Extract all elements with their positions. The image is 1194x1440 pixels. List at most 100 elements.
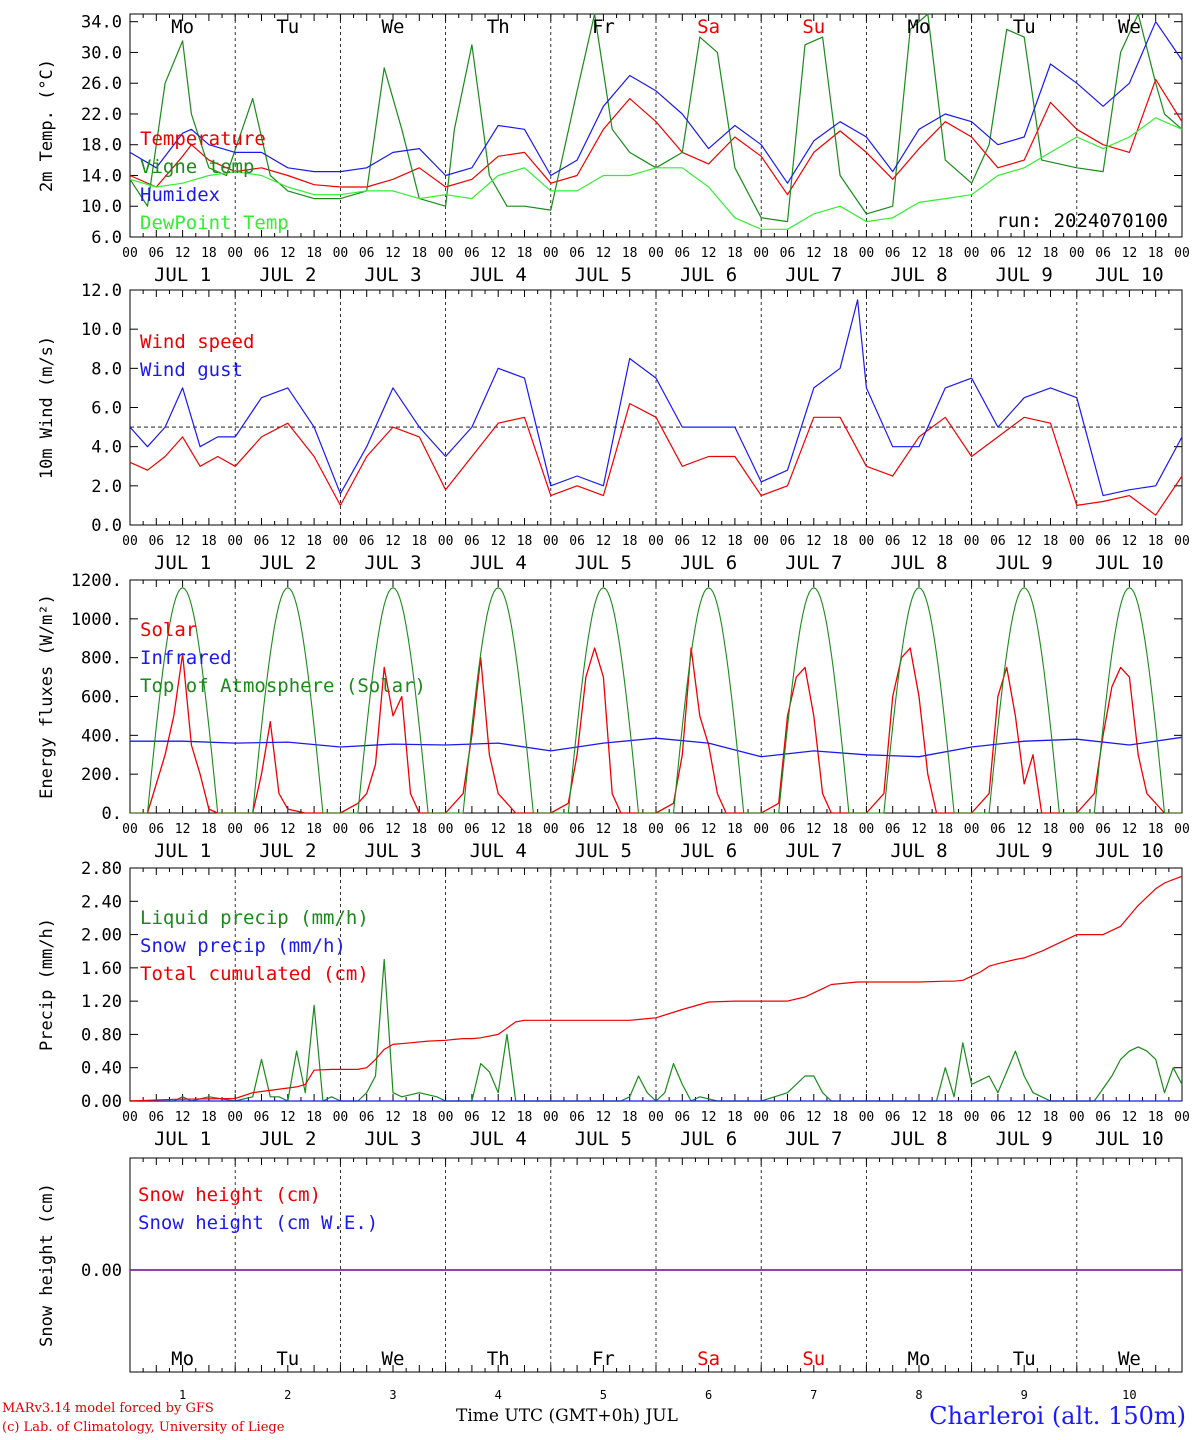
date-label: JUL 7 (785, 264, 842, 286)
hour-tick-label: 00 (1069, 534, 1085, 549)
y-tick-label: 8.0 (91, 359, 122, 379)
series-line (129, 875, 1183, 1102)
hour-tick-label: 06 (254, 1110, 270, 1125)
weekday-label: Sa (697, 16, 720, 38)
y-tick-label: 2.0 (91, 477, 122, 497)
date-label: JUL 9 (996, 840, 1053, 862)
hour-tick-label: 06 (1095, 1110, 1111, 1125)
y-tick-label: 30.0 (81, 43, 122, 63)
hour-tick-label: 00 (227, 822, 243, 837)
hour-tick-label: 00 (438, 822, 454, 837)
hour-tick-label: 12 (175, 534, 191, 549)
weekday-label: Mo (908, 16, 931, 38)
hour-tick-label: 06 (148, 246, 164, 261)
hour-tick-label: 06 (254, 246, 270, 261)
hour-tick-label: 12 (490, 534, 506, 549)
hour-tick-label: 12 (806, 246, 822, 261)
date-label: JUL 4 (470, 264, 527, 286)
hour-tick-label: 12 (175, 1110, 191, 1125)
y-tick-label: 6.0 (91, 228, 122, 248)
hour-tick-label: 12 (596, 1110, 612, 1125)
hour-tick-label: 12 (490, 822, 506, 837)
hour-tick-label: 18 (832, 534, 848, 549)
hour-tick-label: 06 (569, 822, 585, 837)
legend-entry: Solar (140, 619, 197, 641)
y-axis-label: 10m Wind (m/s) (37, 336, 57, 479)
date-label: JUL 7 (785, 552, 842, 574)
hour-tick-label: 00 (1174, 822, 1190, 837)
hour-tick-label: 06 (885, 534, 901, 549)
date-label: JUL 4 (470, 840, 527, 862)
legend-entry: Wind gust (140, 359, 243, 381)
hour-tick-label: 06 (359, 534, 375, 549)
hour-tick-label: 00 (859, 246, 875, 261)
date-label: JUL 6 (680, 264, 737, 286)
hour-tick-label: 12 (911, 1110, 927, 1125)
model-credit: MARv3.14 model forced by GFS (2, 1401, 214, 1416)
hour-tick-label: 12 (911, 822, 927, 837)
y-tick-label: 0.80 (81, 1025, 122, 1045)
station-name: Charleroi (alt. 150m) (929, 1402, 1186, 1430)
date-label: JUL 9 (996, 264, 1053, 286)
hour-tick-label: 06 (254, 534, 270, 549)
hour-tick-label: 12 (385, 246, 401, 261)
hour-tick-label: 00 (122, 1110, 138, 1125)
weekday-label: Th (487, 1348, 510, 1370)
day-number-label: 3 (389, 1388, 396, 1402)
y-tick-label: 2.80 (81, 859, 122, 879)
hour-tick-label: 12 (385, 534, 401, 549)
hour-tick-label: 18 (306, 1110, 322, 1125)
date-label: JUL 1 (154, 264, 211, 286)
hour-tick-label: 18 (411, 246, 427, 261)
date-label: JUL 4 (470, 552, 527, 574)
y-tick-label: 34.0 (81, 13, 122, 33)
y-axis-label: 2m Temp. (°C) (37, 59, 57, 192)
hour-tick-label: 12 (490, 246, 506, 261)
legend-entry: DewPoint Temp (140, 212, 289, 234)
hour-tick-label: 12 (1122, 822, 1138, 837)
weekday-label: Su (802, 16, 825, 38)
hour-tick-label: 06 (674, 246, 690, 261)
hour-tick-label: 06 (569, 534, 585, 549)
y-axis-label: Energy fluxes (W/m²) (37, 594, 57, 799)
y-axis-label: Snow height (cm) (37, 1183, 57, 1347)
y-tick-label: 1000. (71, 610, 122, 630)
hour-tick-label: 06 (885, 246, 901, 261)
hour-tick-label: 06 (569, 1110, 585, 1125)
hour-tick-label: 18 (1148, 246, 1164, 261)
date-label: JUL 7 (785, 1128, 842, 1150)
hour-tick-label: 00 (964, 822, 980, 837)
legend-entry: Top of Atmosphere (Solar) (140, 675, 426, 697)
run-label: run: 2024070100 (996, 210, 1168, 232)
hour-tick-label: 00 (543, 534, 559, 549)
y-tick-label: 2.00 (81, 926, 122, 946)
date-label: JUL 6 (680, 840, 737, 862)
hour-tick-label: 00 (122, 822, 138, 837)
y-tick-label: 0.00 (81, 1261, 122, 1281)
legend-entry: Vigne temp (140, 156, 254, 178)
date-label: JUL 4 (470, 1128, 527, 1150)
hour-tick-label: 06 (359, 246, 375, 261)
lab-credit: (c) Lab. of Climatology, University of L… (2, 1420, 285, 1435)
hour-tick-label: 06 (148, 1110, 164, 1125)
hour-tick-label: 18 (622, 822, 638, 837)
hour-tick-label: 06 (780, 246, 796, 261)
hour-tick-label: 18 (1043, 1110, 1059, 1125)
y-tick-label: 26.0 (81, 74, 122, 94)
weekday-label: We (382, 1348, 405, 1370)
hour-tick-label: 00 (1174, 534, 1190, 549)
hour-tick-label: 00 (122, 246, 138, 261)
y-tick-label: 1200. (71, 571, 122, 591)
date-label: JUL 3 (364, 264, 421, 286)
hour-tick-label: 18 (727, 822, 743, 837)
date-label: JUL 3 (364, 552, 421, 574)
date-label: JUL 2 (259, 1128, 316, 1150)
hour-tick-label: 00 (543, 246, 559, 261)
weekday-label: Mo (171, 16, 194, 38)
date-label: JUL 8 (890, 552, 947, 574)
date-label: JUL 10 (1095, 840, 1164, 862)
y-tick-label: 0.00 (81, 1092, 122, 1112)
weekday-label: We (1118, 16, 1141, 38)
hour-tick-label: 12 (490, 1110, 506, 1125)
hour-tick-label: 00 (1174, 246, 1190, 261)
